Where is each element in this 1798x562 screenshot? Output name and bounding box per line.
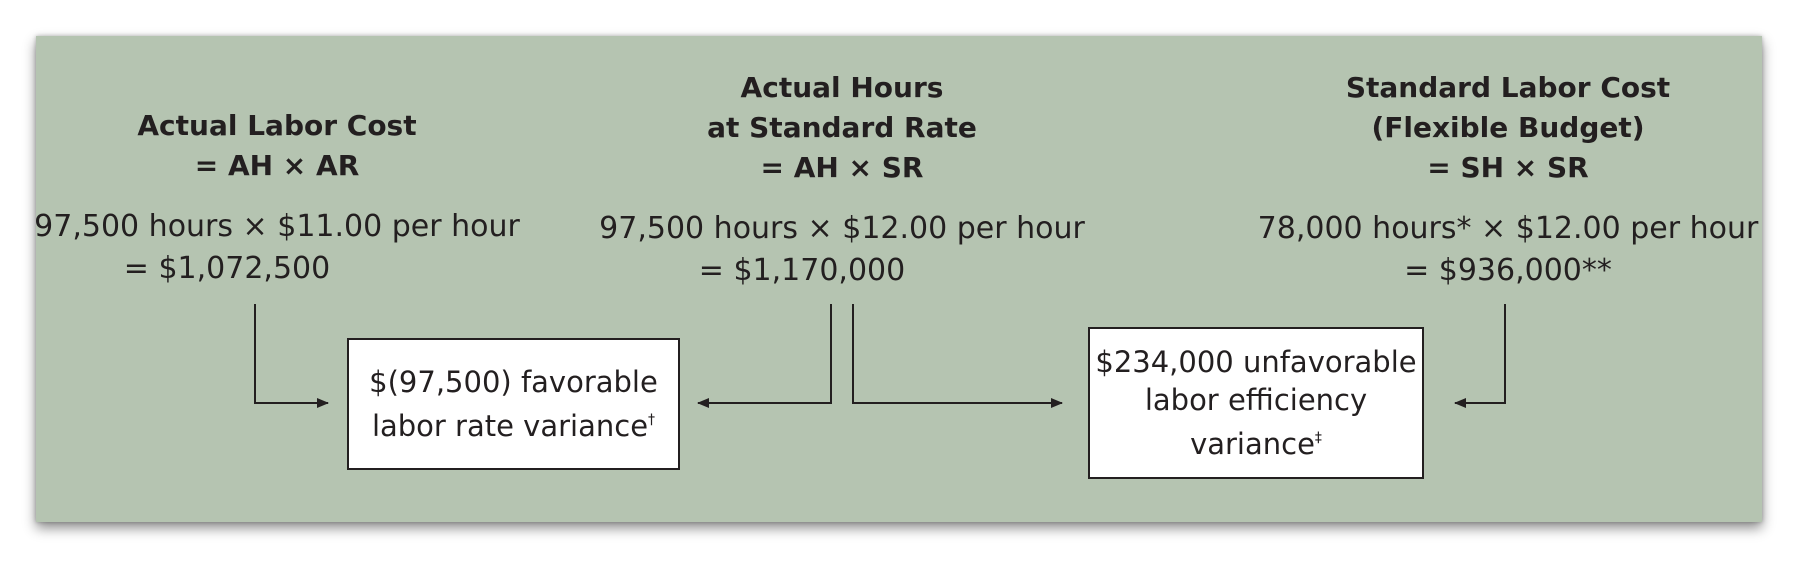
labor-efficiency-variance-box: $234,000 unfavorable labor efficiency va… <box>1088 327 1424 479</box>
labor-rate-variance-box: $(97,500) favorable labor rate variance† <box>347 338 680 470</box>
actual-hours-standard-rate-column: Actual Hours at Standard Rate = AH × SR … <box>562 68 1122 292</box>
diagram-panel <box>36 36 1762 522</box>
actual-labor-cost-heading: Actual Labor Cost = AH × AR <box>137 109 417 182</box>
arrow-actual-to-rate-variance <box>254 304 329 408</box>
standard-labor-cost-heading: Standard Labor Cost (Flexible Budget) = … <box>1345 71 1671 184</box>
arrow-middle-to-rate-variance <box>697 304 832 408</box>
arrow-middle-to-efficiency-variance <box>852 304 1063 408</box>
standard-labor-cost-column: Standard Labor Cost (Flexible Budget) = … <box>1228 68 1788 292</box>
arrow-standard-to-efficiency-variance <box>1454 304 1506 408</box>
actual-hours-standard-rate-calculation: 97,500 hours × $12.00 per hour = $1,170,… <box>599 211 1085 288</box>
actual-hours-standard-rate-heading: Actual Hours at Standard Rate = AH × SR <box>707 71 977 184</box>
actual-labor-cost-column: Actual Labor Cost = AH × AR 97,500 hours… <box>0 106 557 290</box>
actual-labor-cost-calculation: 97,500 hours × $11.00 per hour = $1,072,… <box>34 209 520 286</box>
standard-labor-cost-calculation: 78,000 hours* × $12.00 per hour = $936,0… <box>1257 211 1759 288</box>
double-dagger-footnote-mark: ‡ <box>1314 430 1322 446</box>
dagger-footnote-mark: † <box>648 412 656 428</box>
